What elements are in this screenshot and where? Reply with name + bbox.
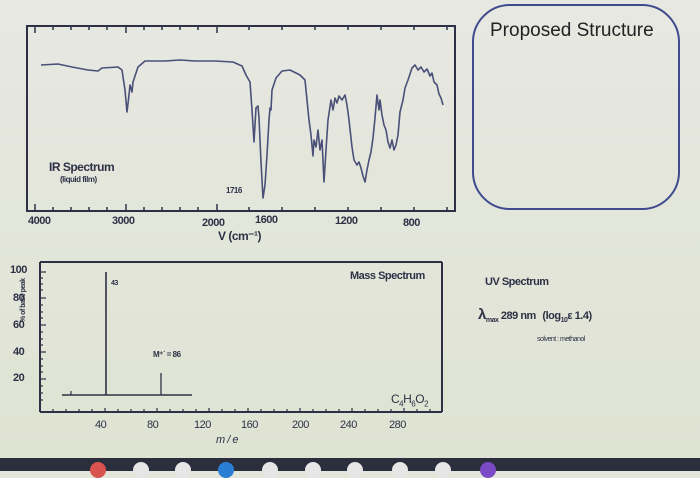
ir-bottom-ticks bbox=[34, 204, 448, 211]
ir-spectrum-frame bbox=[26, 25, 456, 212]
base-peak-label: 43 bbox=[111, 280, 118, 287]
dock-app-icon[interactable] bbox=[435, 462, 451, 478]
mass-spectrum-frame bbox=[39, 261, 443, 413]
ir-x-tick-3000: 3000 bbox=[112, 215, 135, 227]
dock-app-icon[interactable] bbox=[218, 462, 234, 478]
uv-log-label: (log bbox=[542, 310, 561, 322]
dock-app-icon[interactable] bbox=[305, 462, 321, 478]
uv-solvent: solvent : methanol bbox=[537, 336, 585, 343]
dock-app-icon[interactable] bbox=[133, 462, 149, 478]
mass-y-tick-40: 40 bbox=[13, 346, 25, 358]
mass-y-ticks bbox=[40, 271, 46, 401]
ir-x-tick-2000: 2000 bbox=[202, 217, 225, 229]
mass-x-tick-200: 200 bbox=[292, 419, 309, 431]
ir-title: IR Spectrum bbox=[49, 160, 115, 174]
ir-x-tick-4000: 4000 bbox=[28, 215, 51, 227]
mass-title: Mass Spectrum bbox=[350, 270, 425, 282]
ir-peak-label: 1716 bbox=[226, 186, 242, 195]
dock-app-icon[interactable] bbox=[347, 462, 363, 478]
dock-app-icon[interactable] bbox=[175, 462, 191, 478]
mass-x-axis-label: m / e bbox=[216, 434, 238, 446]
molecular-ion-label: M⁺˙ = 86 bbox=[153, 350, 181, 359]
mass-y-axis-label: % of base peak bbox=[20, 278, 27, 322]
screen bbox=[0, 0, 700, 458]
uv-epsilon-value: ε 1.4) bbox=[567, 310, 592, 322]
mass-y-tick-80: 80 bbox=[13, 292, 25, 304]
proposed-structure-title: Proposed Structure bbox=[490, 20, 654, 41]
lambda-subscript: max bbox=[485, 317, 499, 325]
mass-y-tick-100: 100 bbox=[10, 264, 27, 276]
ir-top-ticks bbox=[34, 26, 448, 33]
dock-app-icon[interactable] bbox=[90, 462, 106, 478]
uv-wavelength: 289 nm bbox=[500, 310, 536, 322]
mass-x-tick-120: 120 bbox=[194, 419, 211, 431]
ir-x-tick-800: 800 bbox=[403, 217, 420, 229]
mass-spectrum-peaks bbox=[62, 272, 192, 396]
mass-x-tick-40: 40 bbox=[95, 419, 107, 431]
uv-title: UV Spectrum bbox=[485, 276, 549, 288]
uv-log-subscript: 10 bbox=[560, 317, 568, 325]
mass-y-tick-20: 20 bbox=[13, 372, 25, 384]
mass-x-ticks bbox=[52, 408, 431, 412]
uv-lambda-max: λmax 289 nm (log10ε 1.4) bbox=[478, 306, 592, 324]
lambda-symbol: λ bbox=[478, 306, 486, 323]
mass-x-tick-240: 240 bbox=[340, 419, 357, 431]
molecular-formula: C4H6O2 bbox=[391, 392, 429, 409]
ir-spectrum-trace bbox=[40, 59, 444, 199]
ir-x-tick-1600: 1600 bbox=[255, 214, 278, 226]
ir-x-tick-1200: 1200 bbox=[335, 215, 358, 227]
dock-app-icon[interactable] bbox=[480, 462, 496, 478]
dock-app-icon[interactable] bbox=[392, 462, 408, 478]
ir-x-axis-label: V (cm⁻¹) bbox=[218, 229, 262, 243]
mass-x-tick-80: 80 bbox=[147, 419, 159, 431]
proposed-structure-box[interactable]: Proposed Structure bbox=[472, 4, 680, 210]
mass-x-tick-280: 280 bbox=[389, 419, 406, 431]
dock-app-icon[interactable] bbox=[262, 462, 278, 478]
mass-x-tick-160: 160 bbox=[241, 419, 258, 431]
ir-subtitle: (liquid film) bbox=[60, 175, 97, 184]
mass-y-tick-60: 60 bbox=[13, 319, 25, 331]
